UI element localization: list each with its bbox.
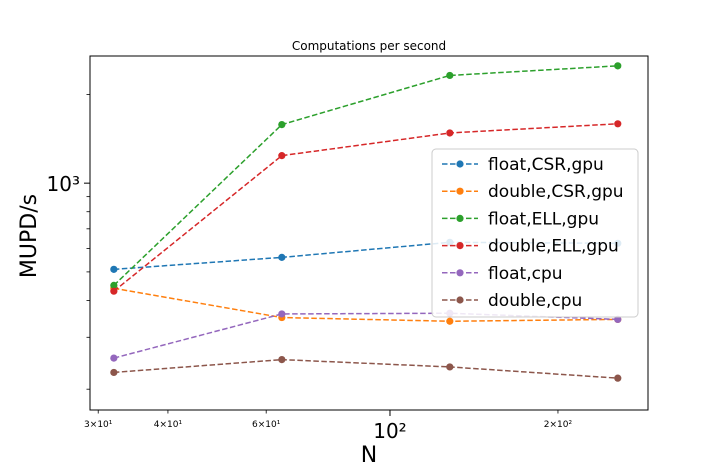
series-point [278,120,286,129]
series-point [614,120,622,128]
y-minor-ticks [86,94,90,390]
series-line [113,123,618,292]
legend-label: float,cpu [488,264,563,284]
x-tick-label: 3×10¹ [84,420,113,430]
series-point [446,71,454,80]
legend-swatch-marker [456,160,464,168]
x-tick-label: 4×10¹ [154,420,183,430]
y-tick-label: 10³ [47,172,80,196]
series-point [110,281,118,289]
series-point [446,129,454,137]
legend: float,CSR,gpu double,CSR,gpu float,ELL,gpu… [431,148,639,318]
x-axis-label: N [361,443,377,468]
series-line [113,358,618,379]
series-point [110,368,118,377]
legend-swatch-marker [456,214,464,222]
series-point [110,354,118,362]
legend-swatch-marker [456,296,464,304]
series-point [278,152,286,160]
series-line [113,65,618,286]
series-point [278,253,286,261]
x-tick-label: 6×10¹ [252,420,281,430]
x-tick-label: 10² [373,419,406,443]
legend-label: float,ELL,gpu [488,209,599,229]
legend-label: double,ELL,gpu [488,237,619,257]
series-point [614,62,622,70]
series-point [110,265,118,273]
legend-swatch-marker [456,269,464,277]
legend-swatch-marker [456,242,464,250]
series-point [278,356,286,364]
plot-frame [89,55,649,411]
series-line [113,287,618,323]
series-point [446,317,454,325]
series-point [446,363,454,371]
x-tick-label: 2×10² [544,420,573,430]
legend-swatch-marker [456,187,464,195]
legend-label: double,cpu [488,291,582,311]
y-axis-label: MUPD/s [17,194,42,278]
series-point [614,315,622,323]
legend-label: float,CSR,gpu [488,155,604,175]
series-point [278,310,286,318]
series-point [614,374,622,382]
legend-label: double,CSR,gpu [488,182,624,202]
y-axis-ticks: 10³ [47,172,90,196]
chart-title: Computations per second [292,39,446,53]
series-point [110,287,118,295]
legend-box [431,148,639,318]
x-axis-ticks: 3×10¹ 4×10¹ 6×10¹ 10² 2×10² [84,410,573,443]
